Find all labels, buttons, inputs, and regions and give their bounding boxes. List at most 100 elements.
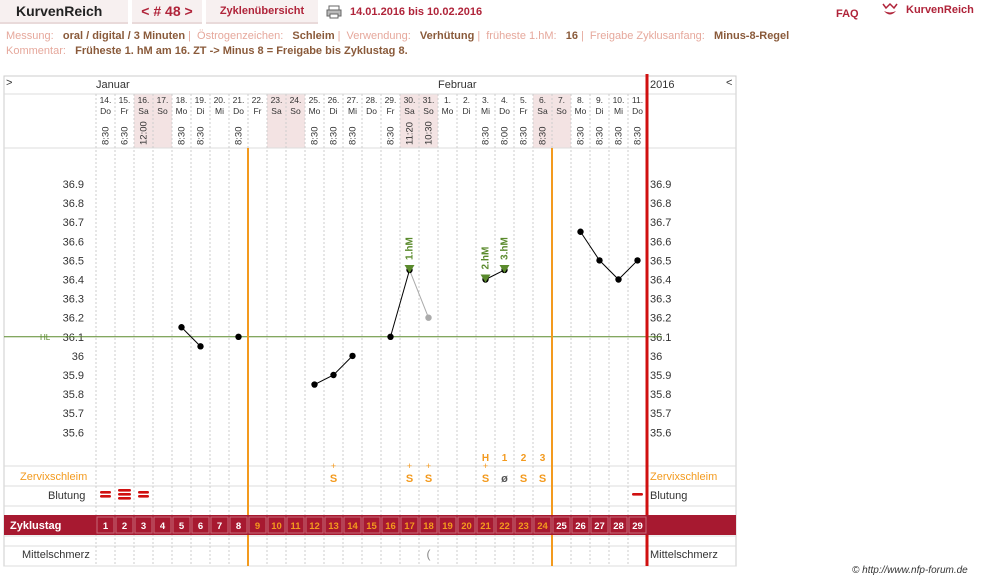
day-date: 29. <box>385 95 397 105</box>
day-weekday: Sa <box>138 106 149 116</box>
temperature-point <box>349 352 356 360</box>
cycle-day-number: 25 <box>556 521 567 532</box>
y-tick-left: 36.3 <box>63 294 84 306</box>
day-date: 10. <box>613 95 625 105</box>
excluded-point <box>425 314 432 321</box>
day-date: 3. <box>482 95 489 105</box>
day-date: 7. <box>558 95 565 105</box>
cycle-day-number: 5 <box>179 521 185 532</box>
y-tick-right: 36.6 <box>650 236 671 248</box>
y-tick-left: 36.6 <box>63 236 84 248</box>
bleeding-mark <box>138 495 149 498</box>
top-bar: KurvenReich < # 48 > Zyklenübersicht 14.… <box>0 0 981 26</box>
y-tick-left: 35.7 <box>63 408 84 420</box>
day-date: 2. <box>463 95 470 105</box>
cycle-day-cell <box>419 516 438 534</box>
faq-link[interactable]: FAQ <box>836 8 859 20</box>
cycle-day-number: 2 <box>122 521 127 532</box>
measurement-time: 6:30 <box>120 127 131 146</box>
measurement-time: 8:30 <box>234 127 245 146</box>
cycle-day-cell <box>191 516 210 534</box>
day-date: 11. <box>632 95 643 105</box>
usage-label: Verwendung: <box>346 30 411 42</box>
cycle-day-number: 26 <box>575 521 586 532</box>
comment-line: Kommentar: Früheste 1. hM am 16. ZT -> M… <box>6 45 408 57</box>
print-icon[interactable] <box>326 5 342 19</box>
scroll-left-arrow: > <box>6 77 12 89</box>
y-tick-right: 36.9 <box>650 179 671 191</box>
release-value: Minus-8-Regel <box>714 30 790 42</box>
weekend-shade <box>533 94 552 148</box>
cycle-day-number: 28 <box>613 521 624 532</box>
day-weekday: Mo <box>176 106 188 116</box>
temperature-point <box>634 257 641 264</box>
temperature-point <box>235 333 242 340</box>
temperature-line <box>485 269 505 280</box>
day-weekday: Di <box>462 106 470 116</box>
temperature-point <box>178 324 185 331</box>
y-tick-right: 36.3 <box>650 294 671 306</box>
y-tick-left: 36.8 <box>63 198 84 210</box>
cycle-day-cell <box>628 516 647 534</box>
day-date: 26. <box>328 95 340 105</box>
day-weekday: Fr <box>519 106 527 116</box>
measurement-time: 12:00 <box>139 121 150 145</box>
temperature-line <box>580 231 638 281</box>
measurement-time: 8:30 <box>386 127 397 146</box>
higher-measurement-label: 3.hM <box>500 237 511 260</box>
day-weekday: Di <box>196 106 204 116</box>
y-tick-left: 36.5 <box>63 255 84 267</box>
cycle-day-cell <box>229 516 248 534</box>
mittelschmerz-row-label-right: Mittelschmerz <box>650 549 718 561</box>
bleeding-mark <box>118 493 131 496</box>
day-date: 6. <box>539 95 546 105</box>
y-tick-left: 36.9 <box>63 179 84 191</box>
logo[interactable]: KurvenReich <box>880 2 974 18</box>
y-tick-right: 36.5 <box>650 255 671 267</box>
measurement-time: 8:00 <box>500 127 511 146</box>
earliest-label: früheste 1.hM: <box>486 30 557 42</box>
temperature-point <box>330 371 337 379</box>
day-date: 22. <box>252 95 264 105</box>
cycle-day-cell <box>590 516 609 534</box>
measurement-label: Messung: <box>6 30 54 42</box>
comment-label: Kommentar: <box>6 45 66 57</box>
day-weekday: So <box>423 106 434 116</box>
cycle-day-cell <box>305 516 324 534</box>
excluded-connector <box>409 269 429 318</box>
y-tick-right: 36.1 <box>650 332 671 344</box>
temperature-point <box>197 343 204 350</box>
bleeding-mark <box>118 497 131 500</box>
cycle-overview-link[interactable]: Zyklenübersicht <box>206 0 318 24</box>
day-date: 19. <box>195 95 207 105</box>
measurement-time: 8:30 <box>329 127 340 146</box>
mucus-row-label-right: Zervixschleim <box>650 471 717 483</box>
y-tick-left: 36.7 <box>63 217 84 229</box>
day-weekday: Fr <box>253 106 261 116</box>
cycle-day-number: 6 <box>198 521 203 532</box>
estrogen-value: Schleim <box>292 30 335 42</box>
cycle-day-cell <box>96 516 115 534</box>
usage-value: Verhütung <box>419 30 475 42</box>
day-weekday: Di <box>595 106 603 116</box>
day-weekday: Mi <box>481 106 490 116</box>
day-date: 17. <box>157 95 169 105</box>
cycle-day-number: 3 <box>141 521 146 532</box>
temperature-line <box>390 269 410 337</box>
cycle-day-label: Zyklustag <box>10 520 61 532</box>
cycle-day-cell <box>172 516 191 534</box>
y-tick-right: 35.9 <box>650 370 671 382</box>
cycle-navigator[interactable]: < # 48 > <box>132 0 202 24</box>
measurement-time: 8:30 <box>101 127 112 146</box>
temperature-point <box>615 276 622 283</box>
cycle-day-number: 17 <box>404 521 415 532</box>
weekend-shade <box>552 94 571 148</box>
day-date: 5. <box>520 95 527 105</box>
day-weekday: Mo <box>442 106 454 116</box>
measurement-time: 8:30 <box>196 127 207 146</box>
day-date: 8. <box>577 95 584 105</box>
weekend-shade <box>134 94 153 148</box>
higher-measurement-marker <box>404 264 415 273</box>
day-weekday: So <box>157 106 168 116</box>
temperature-point <box>577 228 584 235</box>
